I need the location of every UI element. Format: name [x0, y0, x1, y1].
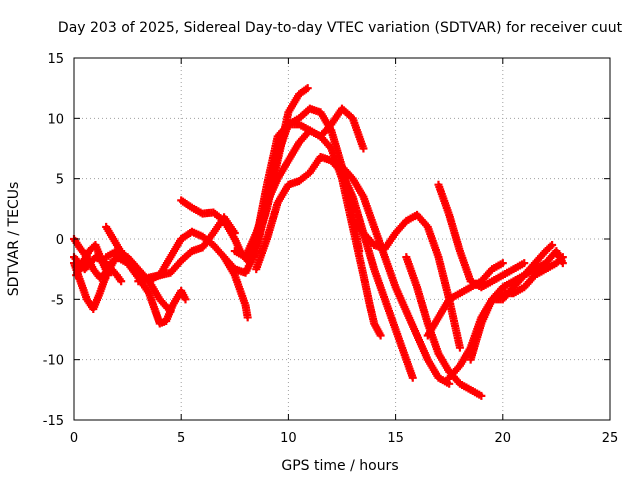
data-point	[408, 373, 417, 382]
y-tick-label: -5	[51, 293, 64, 308]
data-point	[117, 277, 126, 286]
chart-title: Day 203 of 2025, Sidereal Day-to-day VTE…	[58, 20, 623, 36]
data-point	[477, 391, 486, 400]
data-point	[181, 295, 190, 304]
data-point	[243, 313, 252, 322]
data-point	[104, 271, 113, 280]
x-tick-label: 20	[495, 431, 512, 446]
series-pass-6	[102, 247, 175, 316]
series-pass-13	[252, 104, 368, 243]
x-tick-label: 25	[602, 431, 619, 446]
y-tick-label: 10	[47, 112, 64, 127]
y-tick-label: 5	[56, 173, 64, 188]
series-pass-15	[348, 210, 464, 352]
data-point	[520, 259, 529, 268]
series-pass-21	[488, 241, 557, 304]
series-pass-18	[434, 180, 529, 292]
x-tick-label: 5	[177, 431, 185, 446]
y-tick-label: 15	[47, 52, 64, 67]
y-tick-label: -10	[43, 354, 64, 369]
data-point	[166, 307, 175, 316]
x-tick-label: 15	[387, 431, 404, 446]
data-point	[498, 259, 507, 268]
data-point	[455, 343, 464, 352]
axes: 0 5 10 15 20 25 -15 -10 -5 0 5 10 15	[43, 52, 619, 446]
x-axis-label: GPS time / hours	[281, 458, 398, 474]
y-tick-label: 0	[56, 233, 64, 248]
data-point	[376, 331, 385, 340]
data-point	[558, 253, 567, 262]
data-points	[70, 84, 567, 400]
y-axis-label: SDTVAR / TECUs	[6, 182, 22, 297]
data-point	[359, 144, 368, 153]
x-tick-label: 0	[70, 431, 78, 446]
series-pass-4	[70, 253, 126, 286]
y-tick-label: -15	[43, 414, 64, 429]
data-point	[303, 84, 312, 93]
data-point	[548, 241, 557, 250]
series-pass-12	[252, 152, 417, 382]
x-tick-label: 10	[280, 431, 297, 446]
